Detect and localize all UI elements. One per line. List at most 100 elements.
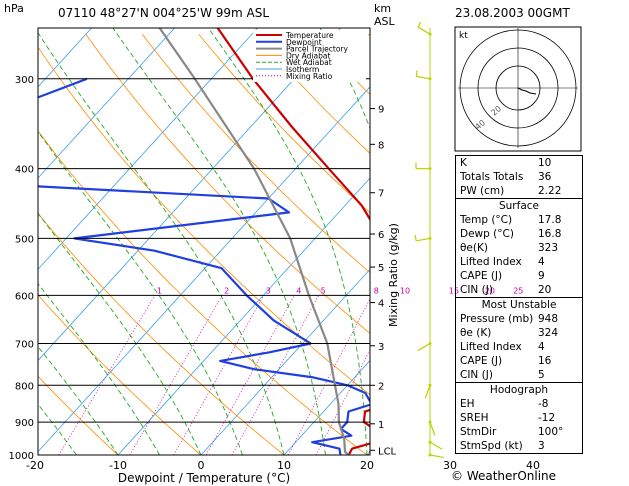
wind-barb [429,441,443,450]
mixing-ratio-label: 10 [400,286,410,295]
mixing-ratio-axis-title: Mixing Ratio (g/kg) [387,223,400,327]
dry-adiabat-line [38,294,202,455]
hodograph-trace [517,87,537,95]
row-label: Lifted Index [460,341,522,353]
dry-adiabat-line [38,130,368,455]
wind-barb-base [428,236,432,240]
pressure-unit-label: hPa [4,2,24,15]
most-unstable-block: Most Unstable Pressure (mb) 948 θe (K) 324… [456,297,582,382]
mixing-ratio-line [367,450,370,455]
mixing-ratio-line [129,295,223,455]
sounding-datetime: 23.08.2003 00GMT [455,6,570,20]
wet-adiabat-line [207,28,368,455]
hodograph-unit-label: kt [459,31,468,41]
height-tick-label: LCL [378,446,397,457]
wind-barb-flag [415,70,418,77]
row-label: CAPE (J) [460,270,503,282]
row-label: CIN (J) [460,369,493,381]
mixing-ratio-label: 8 [374,286,379,295]
wet-adiabat-line [38,345,119,455]
surface-row: CIN (J) 20 [456,283,582,297]
index-row-k: K 10 [456,156,582,170]
mixing-ratio-label: 25 [513,286,523,295]
isotherm-line [616,28,629,455]
legend-label: Dewpoint [286,38,322,47]
mixing-ratio-line [58,295,156,455]
row-value: 4 [538,256,545,268]
row-value: 324 [538,327,559,339]
row-label: θe(K) [460,242,488,254]
wind-barb-base [428,32,432,36]
indices-table: K 10 Totals Totals 36 PW (cm) 2.22 Surface … [455,155,583,454]
pressure-tick-label: 900 [15,418,34,429]
dry-adiabat-line [594,34,629,455]
surface-row: Dewp (°C) 16.8 [456,227,582,241]
isotherm-line [38,28,258,270]
mixing-ratio-line [287,297,370,455]
height-tick-label: 2 [378,381,384,392]
most-unstable-title: Most Unstable [481,299,557,311]
surface-row: Temp (°C) 17.8 [456,213,582,227]
mixing-ratio-label: 4 [296,286,301,295]
wind-barb [429,421,436,436]
pressure-tick-label: 700 [15,340,34,351]
station-info: 07110 48°27'N 004°25'W 99m ASL [58,6,270,20]
mixing-ratio-line [231,295,319,455]
legend-label: Parcel Trajectory [286,45,348,54]
mixing-ratio-label: 20 [485,286,495,295]
wind-barb-base [428,383,432,387]
mixing-ratio-label: 15 [449,286,459,295]
wet-adiabat-line [38,130,243,455]
height-tick-label: 6 [378,230,384,241]
wind-barb-flag [414,234,417,241]
plot-area [0,28,629,455]
isotherm-line [38,28,92,88]
wet-adiabat-line [38,212,202,455]
row-label: Dewp (°C) [460,228,514,240]
isotherm-line [283,359,370,455]
copyright-label: © WeatherOnline [451,469,557,483]
series-parcel-trajectory [158,28,350,455]
isotherm-line [200,268,370,455]
surface-row: CAPE (J) 9 [456,269,582,283]
row-label: Lifted Index [460,256,522,268]
row-value: 16 [538,355,552,367]
dry-adiabat-line [38,212,285,455]
row-value: 17.8 [538,214,562,226]
height-tick-label: 9 [378,105,384,116]
wind-barb [424,385,431,399]
isotherm-line [0,28,9,455]
row-label: SREH [460,412,489,424]
index-value: 36 [538,171,552,183]
row-value: 323 [538,242,559,254]
x-tick-label: 10 [277,459,291,472]
dry-adiabat-line [198,33,370,214]
wind-barb-base [428,420,432,424]
hodo-row: SREH -12 [456,411,582,425]
wind-barb-base [428,77,432,81]
height-unit-km: km [374,2,392,15]
x-axis-title: Dewpoint / Temperature (°C) [118,471,290,485]
isotherm-line [38,28,175,179]
wind-barb-flag [417,21,422,28]
hodograph-info-block: Hodograph EH -8 SREH -12 StmDir 100° StmSpd… [456,382,582,453]
wet-adiabat-line [112,28,326,455]
pressure-tick-label: 1000 [9,451,34,462]
x-tick-label: 40 [526,459,540,472]
height-tick-label: 7 [378,189,384,200]
row-label: CAPE (J) [460,355,503,367]
wet-adiabat-line [38,283,160,455]
index-value: 2.22 [538,185,562,197]
wind-barb-base [428,342,432,346]
row-value: 9 [538,270,545,282]
index-label: Totals Totals [460,171,524,183]
mu-row: CAPE (J) 16 [456,354,582,368]
wind-barb-base [428,167,432,171]
series-temperature [216,28,370,455]
pressure-tick-label: 600 [15,291,34,302]
legend-label: Temperature [285,31,334,40]
index-row-pw: PW (cm) 2.22 [456,184,582,198]
